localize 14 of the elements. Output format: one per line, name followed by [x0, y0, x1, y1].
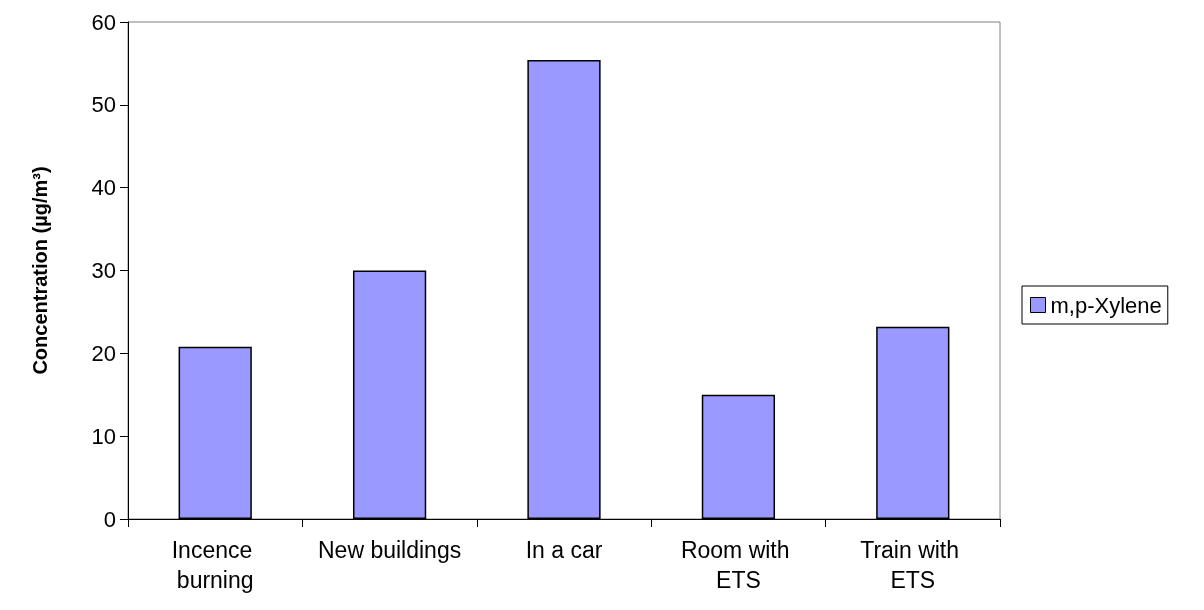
y-tick-label: 60	[91, 9, 116, 35]
y-tick-label: 40	[91, 175, 116, 201]
x-tick-label: Train with ETS	[860, 537, 966, 593]
y-tick-label: 30	[91, 258, 116, 283]
y-tick-label: 20	[91, 340, 116, 366]
y-tick-label: 50	[91, 92, 116, 118]
x-tick-label: New buildings	[318, 537, 462, 563]
y-axis-title: Concentration (µg/m³)	[29, 166, 51, 375]
x-tick-label: In a car	[525, 537, 603, 563]
x-tick-label: Incence burning	[171, 537, 259, 593]
x-tick-label: Room with ETS	[680, 537, 796, 593]
legend-label: m,p-Xylene	[1050, 292, 1162, 318]
y-tick-label: 10	[91, 423, 116, 449]
y-tick-label: 0	[103, 506, 116, 532]
